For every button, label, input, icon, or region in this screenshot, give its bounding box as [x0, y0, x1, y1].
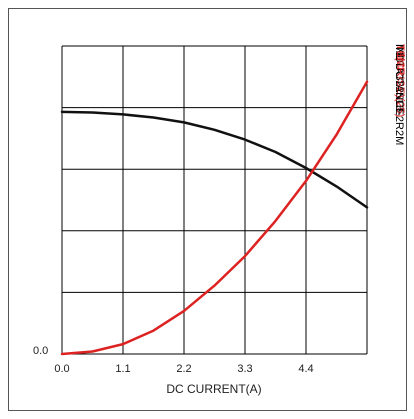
- x-tick-label: 0.0: [54, 363, 69, 375]
- x-tick-label: 3.3: [237, 363, 252, 375]
- y-tick-label: 0.0: [33, 345, 48, 357]
- side-label-2: Td(CRISE)(25): [394, 44, 406, 117]
- series-layer: [60, 80, 369, 356]
- side-labels: MDTA32251B-2R2MTd(CRISE)(25)INDUCTANCETE…: [393, 44, 406, 145]
- series-line-2: [60, 80, 369, 356]
- x-tick-label: 2.2: [176, 363, 191, 375]
- x-tick-label: 4.4: [298, 363, 313, 375]
- series-line-1: [60, 110, 369, 209]
- grid: [61, 45, 368, 355]
- side-label-1: MDTA32251B-2R2M: [393, 44, 405, 145]
- x-axis-title: DC CURRENT(A): [166, 382, 261, 396]
- outer-border: [8, 8, 407, 411]
- x-tick-label: 1.1: [115, 363, 130, 375]
- tick-labels: 0.0 1.1 2.2 3.3 4.4 0.0: [33, 345, 314, 375]
- side-label-3: INDUCTANCE: [393, 44, 405, 115]
- side-label-4: TEMP: [394, 44, 406, 75]
